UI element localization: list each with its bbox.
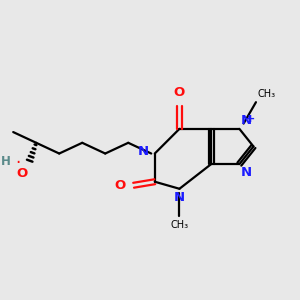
- Text: O: O: [174, 86, 185, 99]
- Text: N: N: [241, 166, 252, 179]
- Text: +: +: [246, 114, 255, 124]
- Text: H: H: [1, 155, 11, 168]
- Text: CH₃: CH₃: [258, 89, 276, 99]
- Text: CH₃: CH₃: [170, 220, 188, 230]
- Text: N: N: [174, 190, 185, 203]
- Text: N: N: [137, 145, 148, 158]
- Text: N: N: [241, 114, 252, 127]
- Text: O: O: [115, 179, 126, 192]
- Text: O: O: [16, 167, 27, 180]
- Text: ·: ·: [15, 154, 20, 172]
